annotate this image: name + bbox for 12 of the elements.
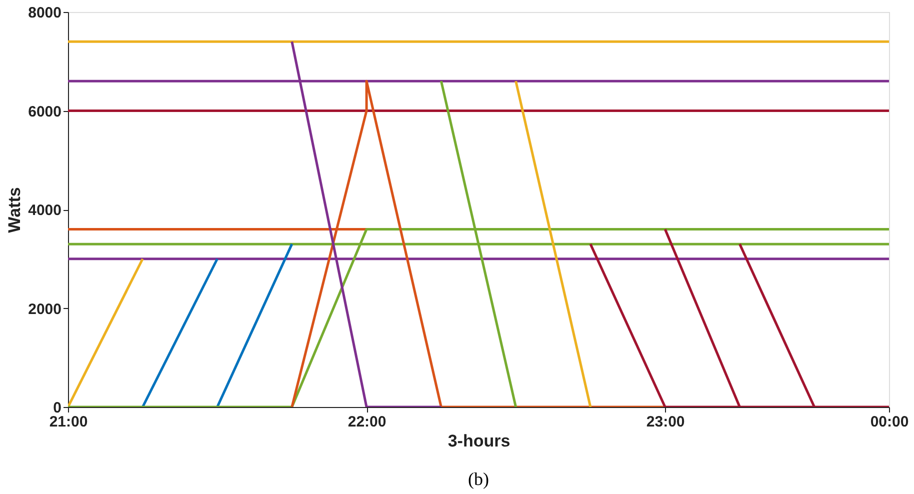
x-tick-label: 22:00: [348, 414, 386, 430]
x-tick-label: 00:00: [870, 414, 909, 430]
text: (b): [468, 469, 489, 489]
y-tick-label: 2000: [28, 300, 62, 318]
x-tick-label: 23:00: [646, 414, 685, 430]
y-tick-label: 0: [53, 400, 62, 416]
x-tick-label: 21:00: [49, 414, 88, 430]
y-axis-title: Watts: [5, 187, 24, 233]
y-tick-label: 4000: [28, 202, 62, 219]
y-tick-label: 6000: [28, 103, 62, 120]
x-axis-title: 3-hours: [448, 432, 510, 450]
y-tick-label: 8000: [28, 4, 62, 22]
